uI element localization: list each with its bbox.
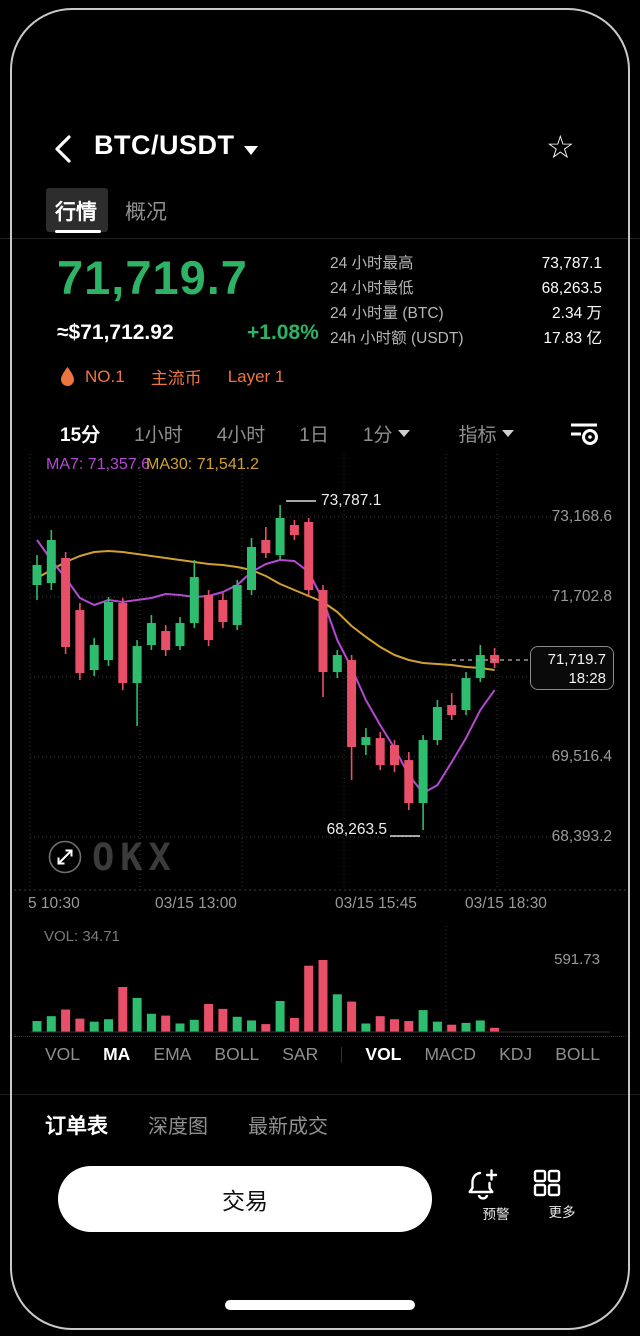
indicator-boll-sub[interactable]: BOLL <box>555 1044 600 1064</box>
y-axis-label-1: 73,168.6 <box>551 508 612 525</box>
more-label: 更多 <box>548 1205 576 1220</box>
x-axis-label-2: 03/15 13:00 <box>155 895 237 912</box>
pair-dropdown-icon[interactable] <box>244 146 258 155</box>
low-annotation: 68,263.5 <box>326 821 387 838</box>
current-price-tag: 71,719.7 18:28 <box>530 646 614 690</box>
timeframe-4h[interactable]: 4小时 <box>216 424 266 446</box>
last-price: 71,719.7 <box>57 251 248 304</box>
grid-more-icon <box>533 1169 561 1197</box>
timeframe-1h[interactable]: 1小时 <box>134 424 183 446</box>
stat-turnover-usdt: 24h 小时额 (USDT) 17.83 亿 <box>330 330 602 348</box>
timeframe-1d[interactable]: 1日 <box>299 424 329 446</box>
candlestick-chart[interactable] <box>0 450 640 922</box>
x-axis-label-1: 5 10:30 <box>28 895 80 912</box>
flame-icon <box>61 367 74 386</box>
indicator-vol-sub[interactable]: VOL <box>365 1044 402 1064</box>
stats-panel: 24 小时最高 73,787.1 24 小时最低 68,263.5 24 小时量… <box>330 255 602 355</box>
top-tabbar: 行情 概况 <box>0 188 640 239</box>
indicator-tabs: VOL MA EMA BOLL SAR VOL MACD KDJ BOLL <box>0 1044 640 1065</box>
tab-order-book[interactable]: 订单表 <box>45 1115 108 1138</box>
ma7-label: MA7: 71,357.6 <box>46 456 151 473</box>
tab-underline <box>55 230 101 233</box>
indicator-ema[interactable]: EMA <box>153 1044 192 1064</box>
tab-highlight <box>46 188 108 232</box>
indicator-macd[interactable]: MACD <box>424 1044 476 1064</box>
more-action[interactable]: 更多 <box>532 1168 592 1221</box>
timeframe-more-dropdown[interactable]: 1分 <box>363 420 411 447</box>
favorite-star-icon[interactable]: ☆ <box>546 128 575 166</box>
indicator-kdj[interactable]: KDJ <box>499 1044 533 1064</box>
tab-overview[interactable]: 概况 <box>125 201 167 224</box>
y-axis-label-4: 68,393.2 <box>551 828 612 845</box>
x-axis-label-4: 03/15 18:30 <box>465 895 547 912</box>
trade-button-label: 交易 <box>222 1188 268 1214</box>
timeframe-row: 15分 1小时 4小时 1日 1分 指标 <box>0 414 640 452</box>
tab-depth-chart[interactable]: 深度图 <box>148 1116 208 1138</box>
timeframe-15m[interactable]: 15分 <box>60 424 101 446</box>
stat-low-label: 24 小时最低 <box>330 280 414 297</box>
stat-high-value: 73,787.1 <box>541 255 602 272</box>
indicator-boll-main[interactable]: BOLL <box>214 1044 260 1064</box>
badge-no1[interactable]: NO.1 <box>85 366 125 386</box>
chevron-down-icon <box>502 429 515 437</box>
stat-volume-btc-value: 2.34 万 <box>552 305 602 322</box>
volume-chart[interactable] <box>0 922 640 1036</box>
ma30-label: MA30: 71,541.2 <box>146 456 259 473</box>
y-axis-label-2: 71,702.8 <box>551 588 612 605</box>
current-price-time: 18:28 <box>568 670 606 687</box>
chart-settings-icon[interactable] <box>568 419 600 447</box>
indicator-divider <box>341 1046 343 1063</box>
indicator-vol-main[interactable]: VOL <box>45 1044 81 1064</box>
alert-action[interactable]: 预警 <box>466 1168 526 1223</box>
stat-high-label: 24 小时最高 <box>330 255 414 272</box>
volume-label: VOL: 34.71 <box>44 928 120 945</box>
volume-axis-max: 591.73 <box>554 951 600 968</box>
stat-high: 24 小时最高 73,787.1 <box>330 255 602 273</box>
stat-low: 24 小时最低 68,263.5 <box>330 280 602 298</box>
timeframe-more-label: 1分 <box>362 424 393 446</box>
fiat-price: ≈$71,712.92 <box>57 321 174 344</box>
home-indicator[interactable] <box>225 1300 415 1310</box>
indicator-dropdown[interactable]: 指标 <box>458 420 515 447</box>
back-icon[interactable] <box>52 134 74 164</box>
stat-low-value: 68,263.5 <box>541 280 602 297</box>
alert-label: 预警 <box>482 1207 510 1222</box>
pane-divider <box>14 1036 626 1037</box>
y-axis-label-3: 69,516.4 <box>551 748 612 765</box>
tab-latest-trades[interactable]: 最新成交 <box>248 1116 328 1138</box>
high-annotation: 73,787.1 <box>321 492 382 509</box>
badge-layer1[interactable]: Layer 1 <box>227 366 285 386</box>
x-axis-label-3: 03/15 15:45 <box>335 895 417 912</box>
orderbook-tabs: 订单表 深度图 最新成交 <box>45 1110 328 1140</box>
section-divider <box>0 1094 640 1095</box>
indicator-dropdown-label: 指标 <box>458 424 497 446</box>
okx-watermark: OKX <box>92 836 177 879</box>
current-price-value: 71,719.7 <box>547 651 606 668</box>
badge-row: NO.1 主流币 Layer 1 <box>60 364 284 389</box>
stat-volume-btc: 24 小时量 (BTC) 2.34 万 <box>330 305 602 323</box>
stat-turnover-usdt-value: 17.83 亿 <box>543 330 602 347</box>
trade-button[interactable]: 交易 <box>58 1166 432 1232</box>
stat-volume-btc-label: 24 小时量 (BTC) <box>330 305 444 322</box>
tab-market[interactable]: 行情 <box>55 201 97 224</box>
stat-turnover-usdt-label: 24h 小时额 (USDT) <box>330 330 464 347</box>
change-percent: +1.08% <box>247 321 319 344</box>
badge-mainstream[interactable]: 主流币 <box>150 369 202 388</box>
page-title[interactable]: BTC/USDT <box>94 130 235 160</box>
indicator-ma[interactable]: MA <box>103 1044 131 1064</box>
fullscreen-expand-icon[interactable] <box>48 840 82 874</box>
chevron-down-icon <box>398 429 411 437</box>
bell-plus-icon <box>468 1169 498 1200</box>
indicator-sar[interactable]: SAR <box>282 1044 319 1064</box>
